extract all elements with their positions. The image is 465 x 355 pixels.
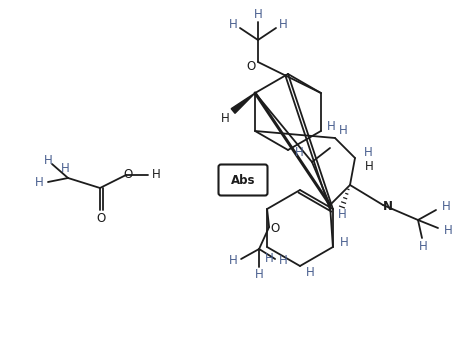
- Text: H: H: [365, 159, 373, 173]
- Text: H: H: [306, 266, 314, 279]
- Text: H: H: [255, 268, 264, 282]
- Text: H: H: [279, 255, 287, 268]
- Text: O: O: [271, 223, 280, 235]
- Text: H: H: [34, 176, 43, 190]
- Text: H: H: [339, 124, 347, 137]
- Text: H: H: [444, 224, 452, 236]
- Text: N: N: [383, 201, 393, 213]
- Text: H: H: [364, 147, 372, 159]
- Text: H: H: [60, 162, 69, 175]
- Text: H: H: [221, 113, 229, 126]
- Text: H: H: [44, 153, 53, 166]
- Text: O: O: [246, 60, 256, 72]
- Text: Abs: Abs: [231, 174, 255, 186]
- Text: H: H: [339, 236, 348, 250]
- Text: O: O: [123, 168, 133, 180]
- Text: H: H: [253, 9, 262, 22]
- Text: H: H: [229, 255, 238, 268]
- Text: H: H: [418, 240, 427, 252]
- Text: H: H: [152, 169, 160, 181]
- Polygon shape: [231, 93, 255, 113]
- FancyBboxPatch shape: [219, 164, 267, 196]
- Text: H: H: [326, 120, 335, 133]
- Text: H: H: [442, 200, 451, 213]
- Text: H: H: [338, 208, 346, 222]
- Text: H: H: [229, 17, 237, 31]
- Text: H: H: [279, 17, 287, 31]
- Text: H: H: [295, 147, 303, 159]
- Text: O: O: [96, 212, 106, 224]
- Text: H: H: [265, 252, 273, 266]
